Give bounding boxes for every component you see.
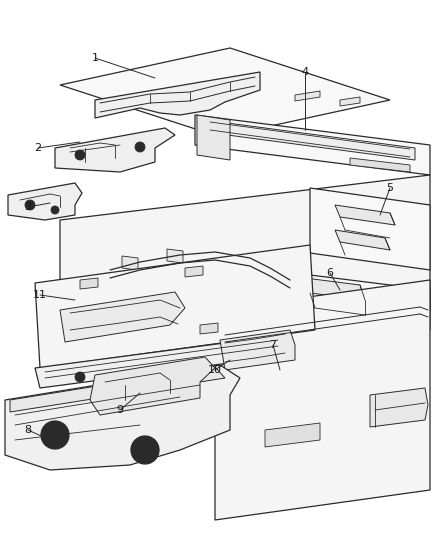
Text: 8: 8 — [25, 425, 32, 435]
Polygon shape — [290, 305, 330, 317]
Polygon shape — [340, 97, 360, 106]
Circle shape — [75, 372, 85, 382]
Text: 11: 11 — [33, 290, 47, 300]
Polygon shape — [370, 388, 428, 427]
Polygon shape — [122, 256, 138, 270]
Text: 3: 3 — [25, 202, 32, 212]
Polygon shape — [167, 249, 183, 263]
Circle shape — [47, 427, 63, 443]
Polygon shape — [60, 48, 390, 137]
Text: 7: 7 — [269, 340, 276, 350]
Text: 1: 1 — [92, 53, 99, 63]
Polygon shape — [90, 357, 215, 415]
Polygon shape — [335, 230, 390, 250]
Polygon shape — [95, 72, 260, 118]
Polygon shape — [350, 158, 410, 172]
Polygon shape — [205, 120, 415, 160]
Polygon shape — [200, 323, 218, 334]
Polygon shape — [35, 245, 315, 368]
Polygon shape — [10, 367, 225, 412]
Text: 5: 5 — [386, 183, 393, 193]
Polygon shape — [270, 270, 430, 330]
Polygon shape — [247, 254, 263, 268]
Polygon shape — [295, 91, 320, 101]
Polygon shape — [310, 188, 430, 270]
Circle shape — [75, 150, 85, 160]
Polygon shape — [215, 280, 430, 520]
Polygon shape — [8, 183, 82, 220]
Polygon shape — [195, 115, 430, 175]
Polygon shape — [55, 128, 175, 172]
Polygon shape — [335, 205, 395, 225]
Text: 9: 9 — [117, 405, 124, 415]
Polygon shape — [265, 423, 320, 447]
Circle shape — [131, 436, 159, 464]
Polygon shape — [305, 278, 365, 300]
Circle shape — [135, 142, 145, 152]
Text: 6: 6 — [326, 268, 333, 278]
Polygon shape — [5, 365, 240, 470]
Polygon shape — [60, 175, 430, 355]
Polygon shape — [197, 115, 230, 160]
Circle shape — [51, 206, 59, 214]
Text: 10: 10 — [208, 365, 222, 375]
Circle shape — [41, 421, 69, 449]
Polygon shape — [220, 330, 295, 370]
Polygon shape — [60, 292, 185, 342]
Polygon shape — [35, 335, 290, 388]
Text: 2: 2 — [35, 143, 42, 153]
Polygon shape — [80, 278, 98, 289]
Text: 4: 4 — [301, 67, 308, 77]
Circle shape — [137, 442, 153, 458]
Circle shape — [25, 200, 35, 210]
Polygon shape — [185, 266, 203, 277]
